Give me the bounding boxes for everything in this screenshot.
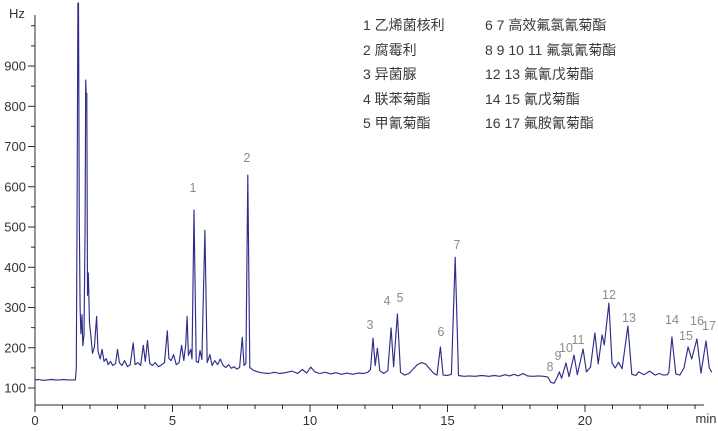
- peak-label-10: 10: [559, 341, 573, 355]
- x-tick-label-20: 20: [578, 413, 592, 428]
- peak-label-4: 4: [384, 294, 391, 308]
- y-tick-label-700: 700: [4, 139, 26, 154]
- peak-label-2: 2: [244, 151, 251, 165]
- x-tick-label-10: 10: [303, 413, 317, 428]
- legend-item-5: 5 甲氰菊酯: [363, 115, 431, 131]
- legend-item-1: 1 乙烯菌核利: [363, 17, 445, 33]
- y-axis-unit-label: Hz: [9, 6, 25, 21]
- peak-label-16: 16: [690, 314, 704, 328]
- legend-item-14-15: 14 15 氰戊菊酯: [485, 90, 580, 107]
- legend-item-6-7: 6 7 高效氟氯氰菊酯: [485, 17, 607, 33]
- y-tick-label-900: 900: [4, 59, 26, 74]
- peak-label-13: 13: [622, 311, 636, 325]
- peak-legend: 1 乙烯菌核利 6 7 高效氟氯氰菊酯 2 腐霉利 8 9 10 11 氟氯氰菊…: [363, 13, 616, 136]
- peak-label-9: 9: [555, 349, 562, 363]
- legend-item-2: 2 腐霉利: [363, 41, 417, 58]
- y-tick-label-100: 100: [4, 381, 26, 396]
- peak-label-7: 7: [454, 238, 461, 252]
- peak-label-17: 17: [702, 319, 716, 333]
- legend-item-16-17: 16 17 氟胺氰菊酯: [485, 115, 594, 131]
- y-tick-label-200: 200: [4, 340, 26, 355]
- x-tick-label-15: 15: [440, 413, 454, 428]
- signal-trace: [34, 2, 713, 384]
- y-tick-label-600: 600: [4, 179, 26, 194]
- peak-label-15: 15: [679, 329, 693, 343]
- peak-label-8: 8: [547, 360, 554, 374]
- legend-item-8-11: 8 9 10 11 氟氯氰菊酯: [485, 41, 617, 58]
- peak-label-14: 14: [665, 313, 679, 327]
- peak-label-6: 6: [438, 325, 445, 339]
- y-tick-label-500: 500: [4, 220, 26, 235]
- y-tick-label-400: 400: [4, 260, 26, 275]
- peak-label-1: 1: [190, 181, 197, 195]
- legend-item-3: 3 异菌脲: [363, 66, 417, 82]
- x-tick-label-0: 0: [31, 413, 38, 428]
- x-tick-label-5: 5: [169, 413, 176, 428]
- peak-label-12: 12: [602, 288, 616, 302]
- legend-item-4: 4 联苯菊酯: [363, 90, 431, 107]
- peak-label-5: 5: [397, 291, 404, 305]
- peak-label-11: 11: [572, 333, 585, 347]
- legend-item-12-13: 12 13 氟氰戊菊酯: [485, 66, 594, 82]
- peak-label-3: 3: [367, 318, 374, 332]
- y-tick-label-300: 300: [4, 300, 26, 315]
- x-axis-unit-label: min: [696, 411, 717, 426]
- y-tick-label-800: 800: [4, 99, 26, 114]
